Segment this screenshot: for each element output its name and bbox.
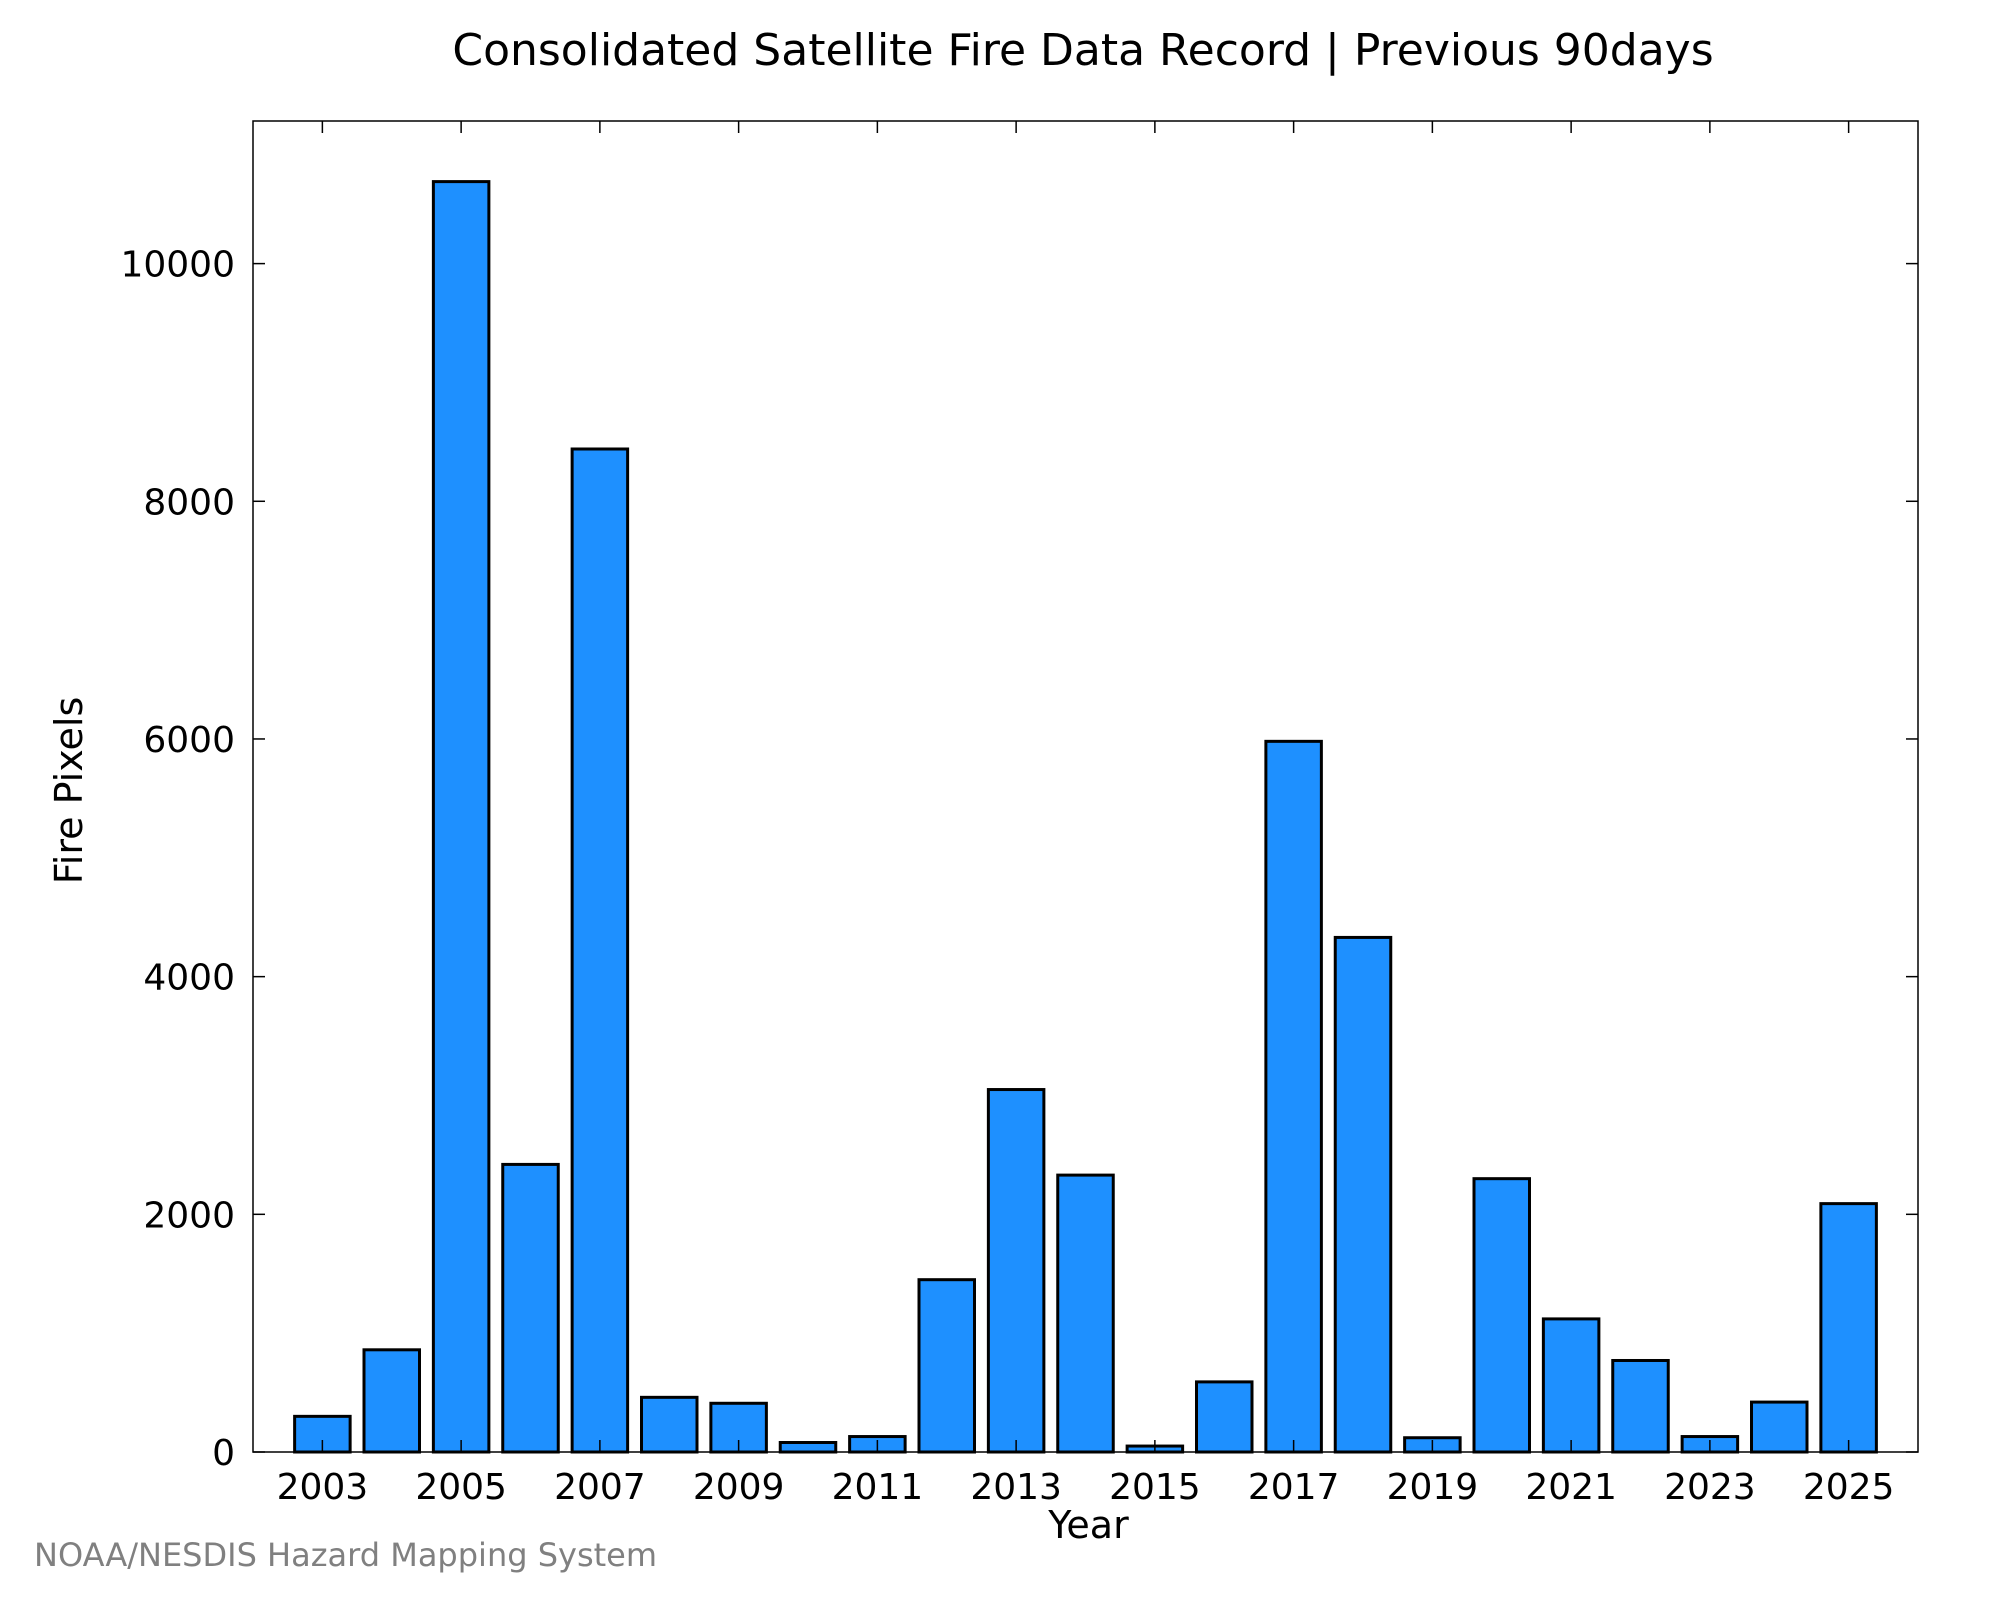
x-tick-label-2007: 2007 [554, 1467, 646, 1508]
chart-title: Consolidated Satellite Fire Data Record … [452, 25, 1713, 76]
bar-2016 [1195, 1380, 1254, 1454]
bar-2006 [501, 1162, 560, 1454]
y-tick-label-8000: 8000 [143, 482, 235, 523]
bar-2013 [986, 1088, 1046, 1454]
bar-2017 [1264, 739, 1323, 1454]
bar-2018 [1333, 935, 1393, 1454]
x-tick-label-2011: 2011 [832, 1467, 924, 1508]
plot-frame [252, 120, 1919, 1453]
bar-2022 [1611, 1358, 1670, 1454]
y-tick-label-6000: 6000 [143, 720, 235, 761]
bar-2010 [778, 1440, 838, 1454]
y-tick-label-10000: 10000 [120, 245, 235, 286]
y-axis-label: Fire Pixels [47, 697, 91, 885]
bar-2020 [1472, 1177, 1531, 1454]
bars-group [293, 180, 1878, 1454]
x-tick-label-2009: 2009 [693, 1467, 785, 1508]
x-tick-label-2025: 2025 [1803, 1467, 1895, 1508]
x-tick-label-2017: 2017 [1248, 1467, 1340, 1508]
y-tick-label-4000: 4000 [143, 958, 235, 999]
bar-2021 [1541, 1317, 1601, 1454]
x-tick-label-2015: 2015 [1109, 1467, 1201, 1508]
bar-2014 [1056, 1173, 1115, 1454]
axis-ticks: 2003 2005 2007 2009 2011 2013 2015 2017 2019 2021… [120, 121, 1918, 1508]
bar-2024 [1750, 1400, 1809, 1454]
bar-2005 [431, 180, 491, 1454]
x-tick-label-2023: 2023 [1664, 1467, 1756, 1508]
y-tick-label-2000: 2000 [143, 1195, 235, 1236]
bar-2025 [1819, 1202, 1878, 1454]
x-tick-label-2019: 2019 [1387, 1467, 1479, 1508]
credit-text: NOAA/NESDIS Hazard Mapping System [34, 1536, 658, 1574]
bar-2008 [640, 1395, 699, 1454]
x-tick-label-2005: 2005 [415, 1467, 507, 1508]
bar-2004 [362, 1348, 421, 1454]
x-tick-label-2021: 2021 [1525, 1467, 1617, 1508]
x-tick-label-2003: 2003 [277, 1467, 369, 1508]
x-tick-label-2013: 2013 [970, 1467, 1062, 1508]
x-axis-label: Year [1047, 1503, 1129, 1547]
bar-2012 [917, 1278, 976, 1454]
bar-2007 [570, 447, 630, 1454]
y-tick-label-0: 0 [212, 1433, 235, 1474]
